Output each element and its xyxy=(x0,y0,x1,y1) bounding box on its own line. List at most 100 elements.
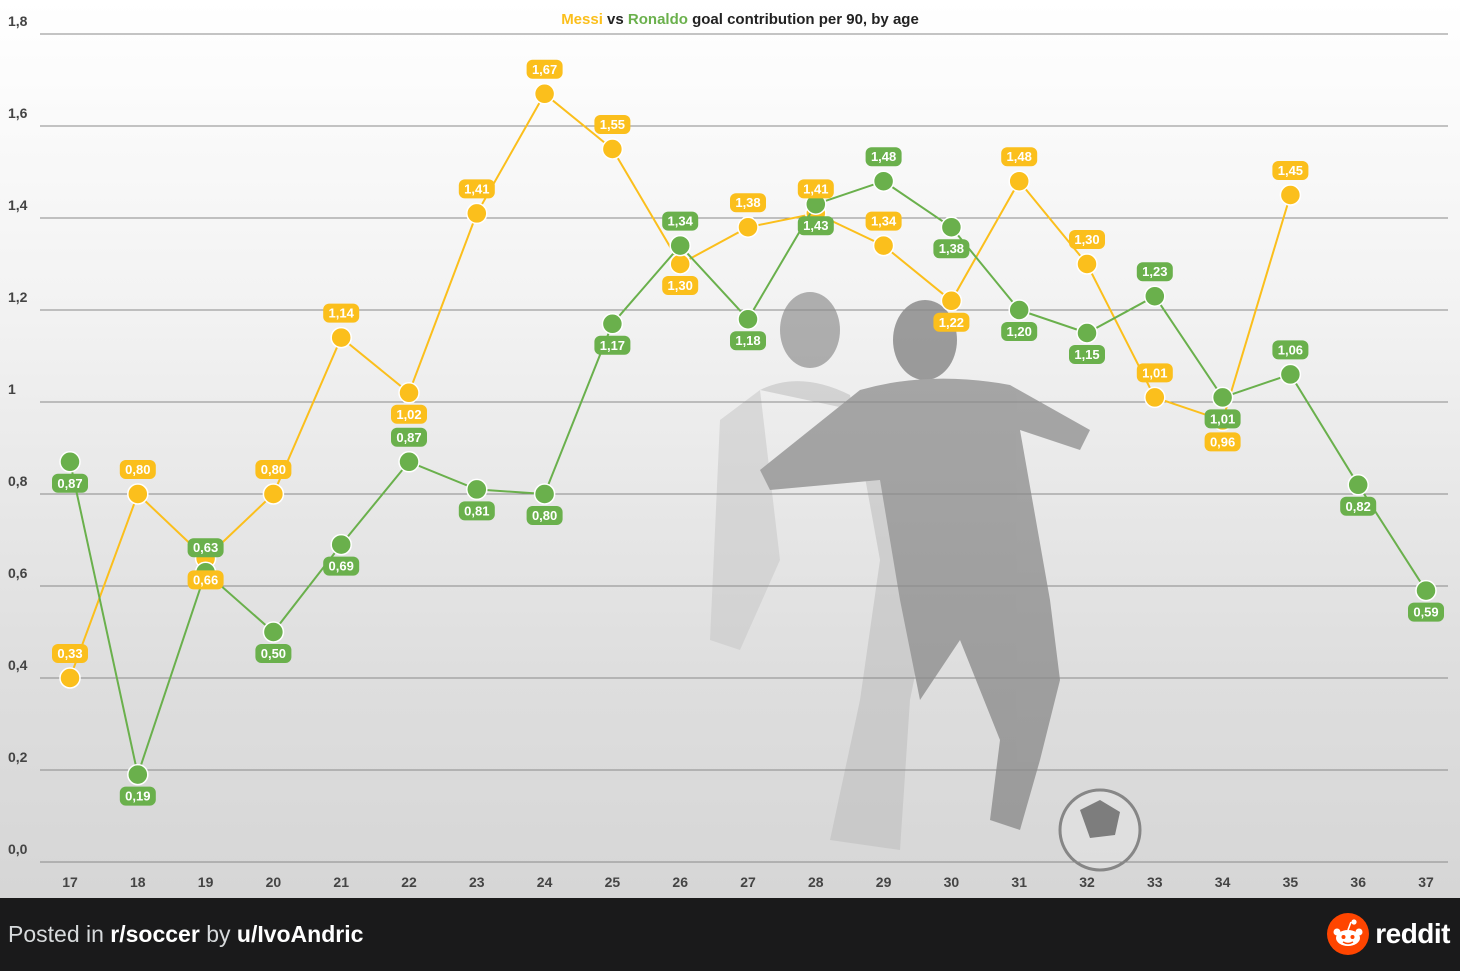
x-tick-label: 29 xyxy=(876,874,892,890)
messi-label-bg xyxy=(458,179,495,199)
y-tick-label: 0,2 xyxy=(8,749,28,765)
reddit-brand[interactable]: reddit xyxy=(1327,913,1450,955)
ronaldo-label-bg xyxy=(52,473,88,493)
ronaldo-label-text: 1,43 xyxy=(803,218,828,233)
data-labels: 0,33 0,80 0,66 0,80 1,14 1,02 1,41 1,67 1,55 1,30… xyxy=(52,59,1444,806)
messi-label-bg xyxy=(865,211,902,231)
y-tick-label: 0,8 xyxy=(8,473,28,489)
messi-label-bg xyxy=(797,179,834,199)
ronaldo-label-bg xyxy=(865,147,902,167)
ronaldo-label-text: 0,59 xyxy=(1413,605,1438,620)
y-tick-label: 0,0 xyxy=(8,841,28,857)
messi-data-label: 1,22 xyxy=(933,312,970,332)
messi-label-text: 1,34 xyxy=(871,214,897,229)
ronaldo-label-bg xyxy=(1136,262,1173,282)
ronaldo-label-text: 1,06 xyxy=(1278,342,1303,357)
ronaldo-point xyxy=(1415,579,1437,602)
messi-point xyxy=(940,290,963,312)
x-tick-label: 37 xyxy=(1418,874,1434,890)
x-tick-label: 17 xyxy=(62,874,78,890)
messi-data-label: 1,38 xyxy=(730,193,766,213)
ronaldo-point xyxy=(466,478,488,501)
ronaldo-label-text: 0,50 xyxy=(261,646,286,661)
ronaldo-label-text: 0,87 xyxy=(396,430,421,445)
ronaldo-data-label: 0,81 xyxy=(458,501,495,521)
user-link[interactable]: u/IvoAndric xyxy=(236,921,364,947)
ronaldo-point xyxy=(1144,285,1166,307)
ronaldo-data-label: 1,23 xyxy=(1136,262,1173,282)
messi-label-bg xyxy=(662,276,699,295)
x-tick-label: 30 xyxy=(944,874,960,890)
messi-data-label: 1,67 xyxy=(526,59,563,79)
messi-label-bg xyxy=(1001,147,1038,167)
ronaldo-label-bg xyxy=(1408,602,1444,622)
ronaldo-data-label: 0,69 xyxy=(323,556,360,576)
ronaldo-point xyxy=(59,451,81,473)
ronaldo-label-text: 1,34 xyxy=(668,214,694,229)
messi-data-label: 1,02 xyxy=(391,404,427,424)
messi-data-label: 1,48 xyxy=(1001,147,1038,167)
x-tick-label: 33 xyxy=(1147,874,1163,890)
messi-label-text: 1,02 xyxy=(396,407,421,422)
messi-label-bg xyxy=(1069,230,1105,249)
x-tick-label: 19 xyxy=(198,874,214,890)
messi-data-label: 1,30 xyxy=(662,276,699,295)
ronaldo-label-bg xyxy=(119,786,156,806)
messi-label-bg xyxy=(255,460,292,479)
messi-label-bg xyxy=(1136,363,1173,383)
messi-series-line xyxy=(69,92,1292,679)
ronaldo-label-bg xyxy=(1340,496,1377,516)
ronaldo-point xyxy=(669,234,691,257)
ronaldo-label-bg xyxy=(1204,409,1241,429)
x-tick-label: 28 xyxy=(808,874,824,890)
ronaldo-data-label: 1,43 xyxy=(797,216,834,236)
messi-data-label: 0,80 xyxy=(119,460,156,479)
series-layer xyxy=(59,83,1437,786)
messi-label-text: 1,30 xyxy=(1074,232,1099,247)
x-tick-label: 21 xyxy=(333,874,349,890)
ronaldo-data-label: 0,63 xyxy=(187,538,224,558)
y-tick-label: 0,6 xyxy=(8,565,28,581)
y-tick-label: 1,4 xyxy=(8,197,28,213)
messi-point xyxy=(1008,170,1030,192)
y-axis-ticks: 0,0 0,2 0,4 0,6 0,8 1 1,2 1,4 1,6 1,8 xyxy=(8,13,28,857)
ronaldo-data-label: 1,06 xyxy=(1272,340,1309,360)
ronaldo-label-text: 0,69 xyxy=(329,559,354,574)
x-tick-label: 25 xyxy=(605,874,621,890)
messi-label-text: 1,41 xyxy=(464,181,489,196)
ronaldo-data-label: 1,38 xyxy=(933,239,970,259)
ronaldo-label-bg xyxy=(526,506,563,525)
messi-label-text: 0,96 xyxy=(1210,434,1235,449)
messi-label-text: 0,80 xyxy=(261,462,286,477)
ronaldo-label-bg xyxy=(730,331,766,351)
messi-label-bg xyxy=(730,193,766,213)
ronaldo-label-bg xyxy=(187,538,224,558)
title-vs: vs xyxy=(603,11,628,28)
ronaldo-label-bg xyxy=(1272,340,1309,360)
messi-point xyxy=(330,326,352,349)
ronaldo-point xyxy=(1211,386,1234,409)
ronaldo-point xyxy=(1279,363,1302,386)
ronaldo-data-label: 0,59 xyxy=(1408,602,1444,622)
ronaldo-point xyxy=(1076,322,1098,344)
ronaldo-label-bg xyxy=(662,211,699,231)
messi-label-text: 0,33 xyxy=(57,646,82,661)
ronaldo-data-label: 0,19 xyxy=(119,786,156,806)
ronaldo-label-text: 0,63 xyxy=(193,540,218,555)
messi-label-bg xyxy=(594,115,631,134)
ronaldo-label-text: 1,20 xyxy=(1007,324,1032,339)
chart-title: Messi vs Ronaldo goal contribution per 9… xyxy=(561,11,919,28)
x-tick-label: 32 xyxy=(1079,874,1095,890)
x-axis-ticks: 17 18 19 20 21 22 23 24 25 26 27 28 29 30 31 32 33 34 35 36… xyxy=(62,874,1434,890)
messi-point xyxy=(466,202,488,225)
messi-data-label: 1,41 xyxy=(458,179,495,199)
x-tick-label: 18 xyxy=(130,874,146,890)
messi-point xyxy=(59,667,81,689)
ronaldo-data-label: 1,01 xyxy=(1204,409,1241,429)
reddit-logo-icon xyxy=(1327,913,1370,955)
messi-label-text: 1,30 xyxy=(668,278,693,293)
messi-label-bg xyxy=(933,312,970,332)
x-tick-label: 34 xyxy=(1215,874,1231,890)
subreddit-link[interactable]: r/soccer xyxy=(110,921,200,947)
messi-label-text: 0,80 xyxy=(125,462,150,477)
